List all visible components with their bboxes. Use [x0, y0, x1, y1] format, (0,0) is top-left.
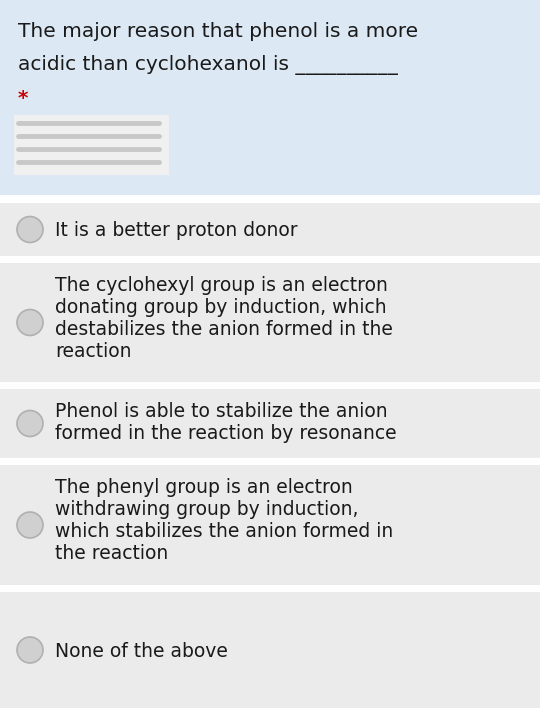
Circle shape — [17, 637, 43, 663]
Bar — [0, 592, 540, 708]
Text: The major reason that phenol is a more: The major reason that phenol is a more — [18, 22, 418, 41]
Bar — [0, 389, 540, 458]
Text: which stabilizes the anion formed in: which stabilizes the anion formed in — [55, 522, 393, 541]
Bar — [0, 263, 540, 382]
Text: acidic than cyclohexanol is __________: acidic than cyclohexanol is __________ — [18, 55, 398, 75]
Text: formed in the reaction by resonance: formed in the reaction by resonance — [55, 424, 396, 443]
Bar — [0, 195, 540, 203]
Circle shape — [17, 411, 43, 437]
Bar — [0, 382, 540, 389]
Text: destabilizes the anion formed in the: destabilizes the anion formed in the — [55, 320, 393, 339]
Bar — [0, 203, 540, 256]
Text: None of the above: None of the above — [55, 642, 228, 661]
Circle shape — [17, 309, 43, 336]
Text: withdrawing group by induction,: withdrawing group by induction, — [55, 500, 359, 519]
Bar — [0, 256, 540, 263]
Text: The cyclohexyl group is an electron: The cyclohexyl group is an electron — [55, 276, 388, 295]
Bar — [0, 585, 540, 592]
Circle shape — [17, 512, 43, 538]
Text: reaction: reaction — [55, 342, 132, 361]
Text: *: * — [18, 89, 29, 108]
Bar — [0, 458, 540, 465]
Text: It is a better proton donor: It is a better proton donor — [55, 222, 298, 241]
Text: the reaction: the reaction — [55, 544, 168, 563]
Bar — [14, 115, 169, 175]
Text: donating group by induction, which: donating group by induction, which — [55, 298, 387, 317]
Text: Phenol is able to stabilize the anion: Phenol is able to stabilize the anion — [55, 402, 388, 421]
Circle shape — [17, 217, 43, 243]
Text: The phenyl group is an electron: The phenyl group is an electron — [55, 478, 353, 497]
Bar — [0, 465, 540, 585]
Bar — [0, 0, 540, 195]
